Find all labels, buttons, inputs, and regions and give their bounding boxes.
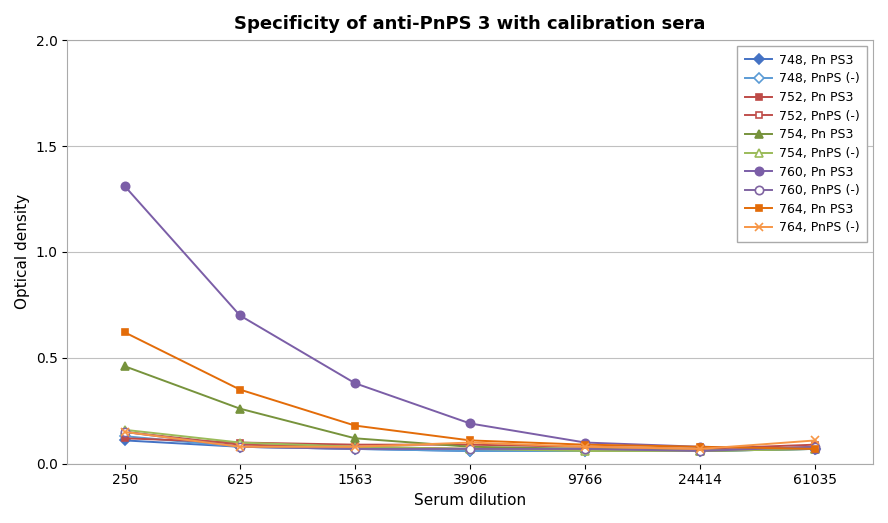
Line: 748, Pn PS3: 748, Pn PS3	[122, 437, 819, 454]
754, PnPS (-)	[580, 448, 591, 454]
748, PnPS (-)	[810, 446, 821, 452]
Line: 752, PnPS (-): 752, PnPS (-)	[122, 428, 819, 454]
Line: 764, PnPS (-): 764, PnPS (-)	[121, 428, 820, 453]
748, Pn PS3	[234, 444, 245, 450]
760, PnPS (-)	[464, 446, 475, 452]
754, Pn PS3	[120, 363, 131, 369]
752, PnPS (-)	[580, 446, 591, 452]
748, Pn PS3	[580, 448, 591, 454]
754, Pn PS3	[464, 444, 475, 450]
764, PnPS (-)	[810, 437, 821, 444]
752, PnPS (-)	[350, 444, 361, 450]
754, PnPS (-)	[464, 446, 475, 452]
752, Pn PS3	[810, 441, 821, 448]
Line: 764, Pn PS3: 764, Pn PS3	[122, 329, 819, 452]
754, PnPS (-)	[120, 427, 131, 433]
752, Pn PS3	[580, 444, 591, 450]
754, Pn PS3	[350, 435, 361, 441]
Line: 748, PnPS (-): 748, PnPS (-)	[122, 433, 819, 454]
748, PnPS (-)	[580, 448, 591, 454]
752, PnPS (-)	[810, 444, 821, 450]
754, Pn PS3	[234, 405, 245, 412]
752, Pn PS3	[695, 446, 706, 452]
764, Pn PS3	[580, 441, 591, 448]
752, PnPS (-)	[464, 446, 475, 452]
764, Pn PS3	[464, 437, 475, 444]
760, PnPS (-)	[810, 444, 821, 450]
754, PnPS (-)	[695, 448, 706, 454]
748, PnPS (-)	[695, 448, 706, 454]
760, PnPS (-)	[350, 446, 361, 452]
764, PnPS (-)	[580, 444, 591, 450]
748, Pn PS3	[464, 448, 475, 454]
752, Pn PS3	[234, 439, 245, 446]
764, PnPS (-)	[350, 444, 361, 450]
764, Pn PS3	[350, 423, 361, 429]
Title: Specificity of anti-PnPS 3 with calibration sera: Specificity of anti-PnPS 3 with calibrat…	[234, 15, 706, 33]
764, PnPS (-)	[120, 429, 131, 435]
752, PnPS (-)	[695, 448, 706, 454]
760, Pn PS3	[580, 439, 591, 446]
754, Pn PS3	[580, 446, 591, 452]
752, Pn PS3	[350, 441, 361, 448]
754, PnPS (-)	[810, 446, 821, 452]
748, Pn PS3	[695, 448, 706, 454]
748, PnPS (-)	[464, 448, 475, 454]
X-axis label: Serum dilution: Serum dilution	[414, 493, 527, 508]
760, Pn PS3	[695, 444, 706, 450]
748, PnPS (-)	[120, 433, 131, 439]
760, Pn PS3	[810, 446, 821, 452]
764, Pn PS3	[120, 329, 131, 336]
754, PnPS (-)	[350, 444, 361, 450]
764, PnPS (-)	[695, 446, 706, 452]
752, Pn PS3	[120, 435, 131, 441]
764, PnPS (-)	[464, 439, 475, 446]
Line: 760, Pn PS3: 760, Pn PS3	[121, 182, 820, 453]
Line: 754, Pn PS3: 754, Pn PS3	[121, 362, 820, 455]
Line: 760, PnPS (-): 760, PnPS (-)	[121, 428, 820, 455]
748, PnPS (-)	[350, 446, 361, 452]
Line: 752, Pn PS3: 752, Pn PS3	[122, 435, 819, 452]
760, PnPS (-)	[695, 448, 706, 454]
748, PnPS (-)	[234, 444, 245, 450]
752, PnPS (-)	[234, 441, 245, 448]
764, Pn PS3	[234, 386, 245, 393]
760, PnPS (-)	[120, 429, 131, 435]
748, Pn PS3	[120, 437, 131, 444]
760, Pn PS3	[350, 380, 361, 386]
752, Pn PS3	[464, 441, 475, 448]
752, PnPS (-)	[120, 429, 131, 435]
754, Pn PS3	[695, 448, 706, 454]
754, Pn PS3	[810, 446, 821, 452]
764, Pn PS3	[810, 446, 821, 452]
754, PnPS (-)	[234, 439, 245, 446]
764, Pn PS3	[695, 444, 706, 450]
760, PnPS (-)	[580, 446, 591, 452]
Y-axis label: Optical density: Optical density	[15, 195, 30, 310]
764, PnPS (-)	[234, 444, 245, 450]
748, Pn PS3	[350, 446, 361, 452]
760, Pn PS3	[464, 420, 475, 427]
760, Pn PS3	[120, 183, 131, 189]
Line: 754, PnPS (-): 754, PnPS (-)	[121, 426, 820, 455]
Legend: 748, Pn PS3, 748, PnPS (-), 752, Pn PS3, 752, PnPS (-), 754, Pn PS3, 754, PnPS (: 748, Pn PS3, 748, PnPS (-), 752, Pn PS3,…	[737, 47, 867, 242]
760, PnPS (-)	[234, 444, 245, 450]
760, Pn PS3	[234, 312, 245, 319]
748, Pn PS3	[810, 446, 821, 452]
